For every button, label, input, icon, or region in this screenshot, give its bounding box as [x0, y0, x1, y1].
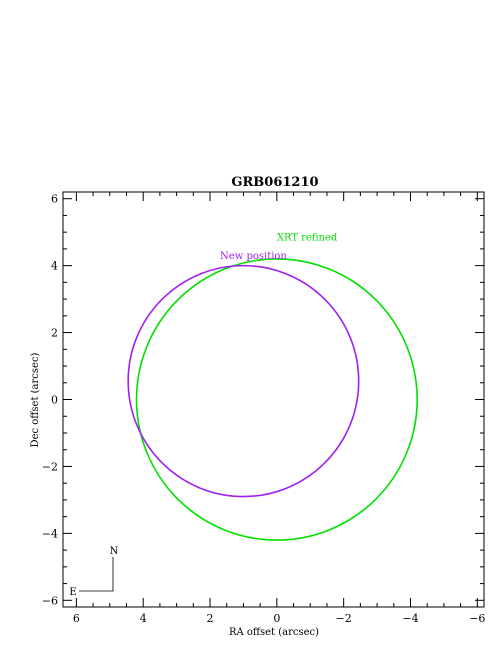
y-tick-label: 0	[51, 394, 58, 407]
new-position-circle	[127, 264, 360, 498]
axis-ticks	[63, 192, 484, 607]
x-tick-label: 0	[273, 612, 280, 625]
y-tick-label: 2	[51, 327, 58, 340]
new-position-label: New position	[220, 251, 287, 262]
x-tick-label: −4	[402, 612, 418, 625]
y-tick-label: −2	[42, 460, 58, 473]
x-tick-label: 2	[207, 612, 214, 625]
x-axis-label: RA offset (arcsec)	[229, 627, 319, 638]
compass: N E	[69, 546, 118, 598]
y-tick-label: 4	[51, 260, 58, 273]
xrt-refined-label: XRT refined	[277, 233, 338, 244]
y-tick-label: −6	[42, 594, 58, 607]
series-layer: XRT refined New position	[127, 233, 418, 541]
y-tick-label: 6	[51, 193, 58, 206]
compass-arrows	[79, 557, 114, 592]
axis-tick-labels: 6 4 2 0 −2 −4 −6 −6 −4 −2 0 2 4 6	[42, 193, 486, 625]
xrt-refined-circle	[135, 258, 418, 541]
x-tick-label: 6	[73, 612, 80, 625]
chart-title: GRB061210	[231, 175, 318, 190]
x-tick-label: −6	[469, 612, 485, 625]
x-tick-label: 4	[140, 612, 147, 625]
compass-north-label: N	[110, 546, 119, 557]
y-axis-label: Dec offset (arcsec)	[30, 352, 41, 447]
x-tick-label: −2	[336, 612, 352, 625]
y-tick-label: −4	[42, 527, 58, 540]
compass-east-label: E	[69, 587, 76, 598]
